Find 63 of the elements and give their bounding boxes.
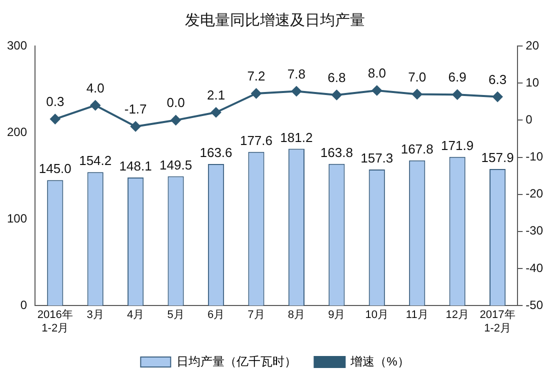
y-tick-label: 0 <box>20 298 28 312</box>
x-tick-label: 7月 <box>248 309 265 322</box>
y2-tick-label: 0 <box>526 112 533 126</box>
data-label: 148.1 <box>119 158 152 174</box>
y2-tick-label: 10 <box>526 75 540 90</box>
legend-label: 增速（%） <box>350 354 410 368</box>
y2-tick-label: -50 <box>526 298 544 312</box>
point <box>170 115 181 126</box>
data-label: -1.7 <box>124 102 147 117</box>
y2-tick-label: -40 <box>526 260 544 275</box>
data-label: 0.0 <box>166 95 185 110</box>
data-label: 8.0 <box>368 66 386 81</box>
data-label: 6.3 <box>488 72 507 87</box>
data-label: 171.9 <box>441 138 474 153</box>
y-tick-label: 300 <box>6 38 28 52</box>
point <box>251 88 262 98</box>
point <box>452 90 462 100</box>
point <box>90 100 100 110</box>
data-label: 0.3 <box>46 94 64 110</box>
y2-tick-label: -30 <box>526 224 544 238</box>
y2-tick-label: -10 <box>526 150 544 164</box>
point <box>332 90 342 100</box>
point <box>492 92 503 102</box>
data-label: 157.3 <box>360 150 394 166</box>
data-label: 6.8 <box>328 70 346 86</box>
y2-tick-label: 20 <box>526 38 540 52</box>
x-tick-label: 10月 <box>365 309 389 322</box>
x-tick-label: 2016年 1-2月 <box>37 309 73 334</box>
x-tick-label: 3月 <box>86 309 104 322</box>
point <box>211 107 222 118</box>
data-label: 145.0 <box>38 161 72 176</box>
data-label: 2.1 <box>206 87 226 102</box>
x-tick-label: 2017年 1-2月 <box>480 309 516 334</box>
x-tick-label: 11月 <box>406 309 428 322</box>
data-label: 163.6 <box>200 145 232 160</box>
point <box>291 86 302 96</box>
x-tick-label: 9月 <box>328 309 346 322</box>
y-tick-label: 100 <box>6 211 28 226</box>
data-label: 163.8 <box>320 144 353 160</box>
x-tick-label: 4月 <box>127 309 144 322</box>
x-tick-label: 6月 <box>207 309 225 322</box>
point <box>130 121 141 132</box>
y-tick-label: 200 <box>6 124 28 139</box>
point <box>372 86 382 96</box>
data-label: 149.5 <box>160 157 192 172</box>
y2-tick-label: -20 <box>526 186 544 201</box>
data-label: 167.8 <box>400 141 434 156</box>
data-label: 4.0 <box>86 80 104 96</box>
data-label: 7.8 <box>287 66 306 82</box>
x-tick-label: 12月 <box>446 309 469 322</box>
data-label: 181.2 <box>280 130 313 145</box>
data-label: 177.6 <box>240 132 273 148</box>
point <box>50 114 60 124</box>
data-label: 6.9 <box>448 70 466 85</box>
data-label: 154.2 <box>79 153 112 168</box>
chart-title: 发电量同比增速及日均产量 <box>185 12 365 30</box>
x-tick-label: 5月 <box>167 309 184 322</box>
data-label: 7.0 <box>408 69 426 84</box>
point <box>412 89 422 100</box>
data-label: 7.2 <box>247 68 266 84</box>
legend-label: 日均产量（亿千瓦时） <box>176 354 297 368</box>
x-tick-label: 8月 <box>288 309 306 322</box>
data-label: 157.9 <box>481 150 514 166</box>
